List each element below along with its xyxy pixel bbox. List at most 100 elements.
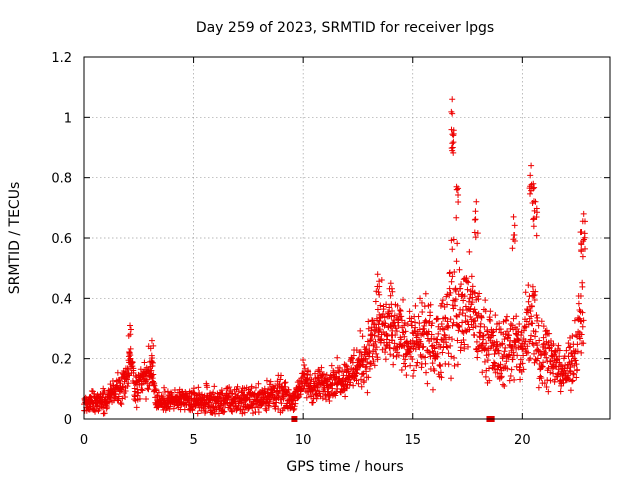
data-point: [557, 377, 564, 384]
data-point: [468, 273, 475, 280]
data-point: [556, 353, 563, 360]
data-point: [419, 344, 426, 351]
data-point: [378, 276, 385, 283]
data-point: [515, 337, 522, 344]
data-point: [466, 326, 473, 333]
data-point: [211, 383, 218, 390]
data-point: [469, 283, 476, 290]
data-point: [273, 399, 280, 406]
data-point: [361, 377, 368, 384]
data-point: [388, 313, 395, 320]
data-point: [579, 253, 586, 260]
data-point: [565, 340, 572, 347]
data-point: [449, 336, 456, 343]
data-point: [543, 327, 550, 334]
data-point: [522, 289, 529, 296]
data-point: [500, 351, 507, 358]
data-point: [451, 354, 458, 361]
data-point: [455, 192, 462, 199]
data-point: [534, 209, 541, 216]
data-point: [396, 306, 403, 313]
data-point: [472, 323, 479, 330]
data-point: [127, 345, 134, 352]
data-point: [502, 344, 509, 351]
data-point: [154, 392, 161, 399]
data-point: [307, 372, 314, 379]
data-point: [416, 326, 423, 333]
data-point: [335, 367, 342, 374]
data-point: [511, 231, 518, 238]
data-point: [569, 333, 576, 340]
data-point: [425, 349, 432, 356]
data-point: [578, 248, 585, 255]
data-point: [345, 368, 352, 375]
data-point: [529, 320, 536, 327]
data-point: [570, 371, 577, 378]
x-tick-label: 15: [404, 433, 421, 448]
data-point: [263, 407, 270, 414]
y-tick-label: 1.2: [51, 51, 72, 66]
data-point: [194, 410, 201, 417]
data-point: [209, 403, 216, 410]
data-point: [444, 318, 451, 325]
data-point: [281, 380, 288, 387]
data-point: [448, 353, 455, 360]
data-point: [503, 313, 510, 320]
data-point: [453, 214, 460, 221]
data-point: [570, 370, 577, 377]
data-point: [437, 343, 444, 350]
data-point: [578, 349, 585, 356]
data-point: [527, 355, 534, 362]
data-point: [366, 342, 373, 349]
data-point: [544, 377, 551, 384]
data-point: [486, 377, 493, 384]
data-point: [362, 364, 369, 371]
data-point: [117, 399, 124, 406]
data-point: [511, 222, 518, 229]
data-point: [550, 340, 557, 347]
data-point: [118, 401, 125, 408]
data-point: [484, 357, 491, 364]
data-point: [472, 216, 479, 223]
data-point: [143, 396, 150, 403]
data-point: [461, 341, 468, 348]
data-point: [350, 382, 357, 389]
data-point: [403, 372, 410, 379]
data-point: [499, 381, 506, 388]
data-point: [383, 301, 390, 308]
data-point: [465, 343, 472, 350]
data-point: [336, 369, 343, 376]
data-point: [495, 350, 502, 357]
data-point: [533, 312, 540, 319]
data-point: [580, 340, 587, 347]
data-point: [453, 258, 460, 265]
data-point: [346, 381, 353, 388]
data-point: [457, 285, 464, 292]
data-point: [382, 320, 389, 327]
data-point: [122, 393, 129, 400]
data-point: [303, 394, 310, 401]
data-point: [429, 360, 436, 367]
data-point: [458, 292, 465, 299]
data-point: [485, 351, 492, 358]
data-point: [486, 365, 493, 372]
data-point: [582, 245, 589, 252]
data-point: [572, 357, 579, 364]
data-point: [547, 369, 554, 376]
data-point: [297, 391, 304, 398]
data-point: [429, 320, 436, 327]
data-point: [510, 349, 517, 356]
data-point: [516, 320, 523, 327]
data-point: [431, 367, 438, 374]
data-point: [452, 296, 459, 303]
data-point: [574, 366, 581, 373]
data-point: [538, 362, 545, 369]
data-point: [492, 369, 499, 376]
data-point: [114, 369, 121, 376]
data-point: [372, 298, 379, 305]
data-point: [397, 307, 404, 314]
data-point: [221, 408, 228, 415]
data-point: [135, 390, 142, 397]
data-point: [532, 198, 539, 205]
data-point: [398, 367, 405, 374]
